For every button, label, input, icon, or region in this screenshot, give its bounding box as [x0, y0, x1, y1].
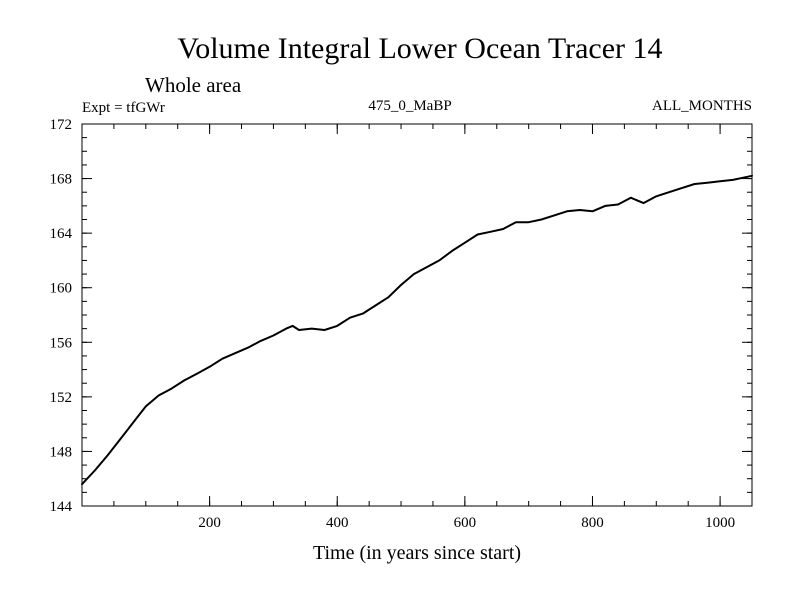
- major-ticks: [82, 123, 752, 507]
- months-label: ALL_MONTHS: [652, 98, 752, 114]
- y-tick-label: 152: [50, 390, 73, 406]
- scenario-label: 475_0_MaBP: [368, 98, 451, 114]
- y-tick-label: 148: [50, 444, 73, 460]
- y-tick-label: 164: [50, 226, 73, 242]
- series-group: [81, 174, 753, 486]
- chart-title: Volume Integral Lower Ocean Tracer 14: [177, 32, 662, 65]
- minor-ticks: [82, 124, 752, 506]
- y-tick-labels: 144 148 152 156 160 164 168 172: [50, 117, 73, 515]
- y-tick-label: 172: [50, 117, 73, 133]
- x-axis-label: Time (in years since start): [313, 542, 521, 564]
- series-line: [81, 174, 753, 486]
- x-tick-labels: 200 400 600 800 1000: [198, 515, 735, 531]
- x-tick-label: 800: [581, 515, 604, 531]
- experiment-label: Expt = tfGWr: [82, 100, 165, 116]
- x-tick-label: 200: [198, 515, 221, 531]
- x-tick-label: 1000: [705, 515, 735, 531]
- x-tick-label: 400: [326, 515, 349, 531]
- x-tick-label: 600: [454, 515, 477, 531]
- y-tick-label: 168: [50, 172, 73, 188]
- chart-subtitle: Whole area: [145, 73, 242, 97]
- y-tick-label: 156: [50, 335, 73, 351]
- y-tick-label: 144: [50, 499, 73, 515]
- plot-frame: [81, 123, 753, 507]
- y-tick-label: 160: [50, 281, 73, 297]
